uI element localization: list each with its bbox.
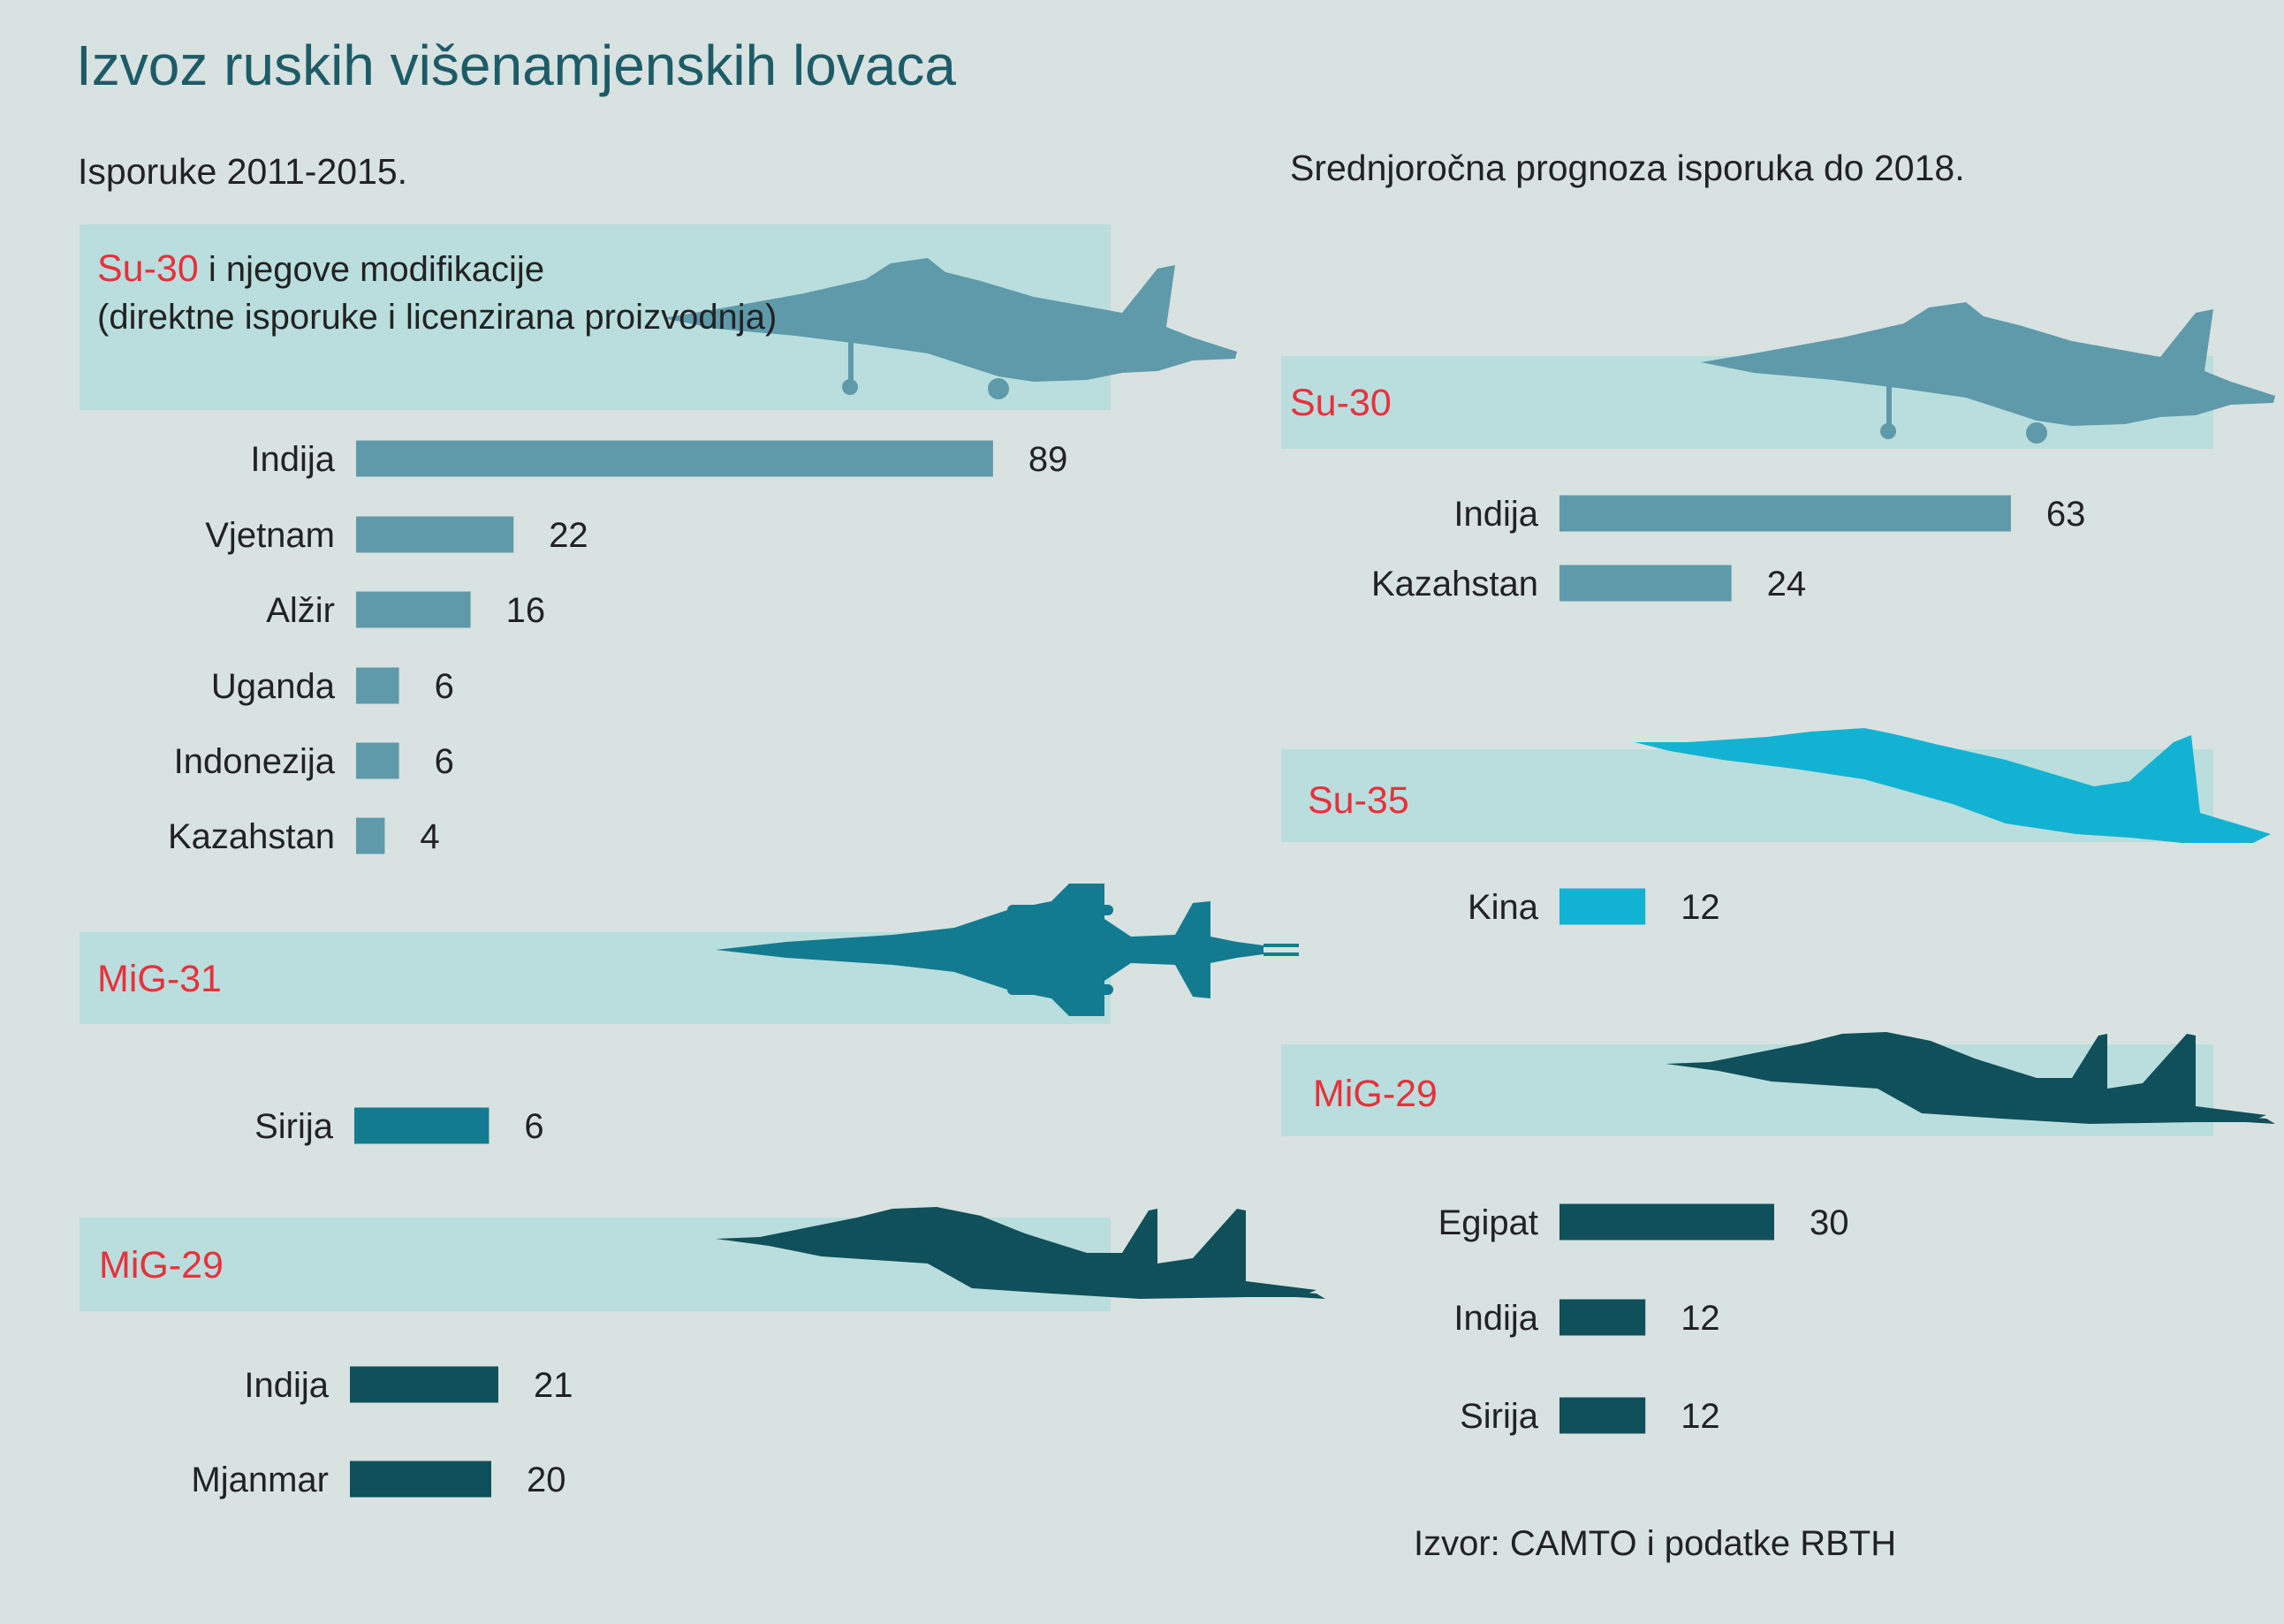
bar xyxy=(356,440,993,477)
value-label: 16 xyxy=(506,591,546,630)
left-subtitle: Isporuke 2011-2015. xyxy=(78,151,407,192)
bar xyxy=(356,516,514,553)
bar xyxy=(1559,888,1646,925)
section-desc-line1: i njegove modifikacije xyxy=(199,250,544,289)
section-label-su35: Su-35 xyxy=(1308,779,1409,822)
category-label: Kina xyxy=(1468,888,1539,927)
bar xyxy=(356,591,471,628)
category-label: Indija xyxy=(1453,1299,1538,1338)
category-label: Indija xyxy=(1453,495,1538,534)
category-label: Mjanmar xyxy=(191,1461,329,1499)
bar xyxy=(356,742,399,779)
bar xyxy=(356,667,399,704)
value-label: 6 xyxy=(524,1107,543,1146)
section-label: Su-30 i njegove modifikacije xyxy=(97,247,544,290)
value-label: 4 xyxy=(420,817,439,856)
section-label-mig29-forecast: MiG-29 xyxy=(1313,1073,1438,1115)
page-title: Izvoz ruskih višenamjenskih lovaca xyxy=(76,34,956,97)
bar xyxy=(1559,565,1732,602)
bar-groups: Indija 89 Vjetnam 22 Alžir 16 Uganda 6 Indonezij… xyxy=(168,440,2085,1499)
category-label: Egipat xyxy=(1438,1203,1538,1242)
value-label: 20 xyxy=(527,1461,566,1499)
category-label: Indija xyxy=(250,440,335,479)
category-label: Kazahstan xyxy=(168,817,335,856)
source-note: Izvor: CAMTO i podatke RBTH xyxy=(1414,1524,1896,1563)
section-label-mig29: MiG-29 xyxy=(99,1244,224,1286)
value-label: 30 xyxy=(1810,1203,1849,1242)
value-label: 21 xyxy=(534,1366,573,1405)
category-label: Indija xyxy=(244,1366,329,1405)
value-label: 12 xyxy=(1681,888,1720,927)
category-label: Indonezija xyxy=(174,742,336,781)
category-label: Sirija xyxy=(254,1107,334,1146)
value-label: 6 xyxy=(435,742,454,781)
section-label-su30: Su-30 xyxy=(97,247,199,290)
value-label: 12 xyxy=(1681,1299,1720,1338)
value-label: 63 xyxy=(2046,495,2086,534)
section-label-mig31: MiG-31 xyxy=(97,958,222,1000)
bar xyxy=(356,817,385,854)
category-label: Uganda xyxy=(211,667,336,706)
section-label-su30-forecast: Su-30 xyxy=(1290,382,1392,424)
value-label: 89 xyxy=(1028,440,1068,479)
bar xyxy=(354,1107,489,1144)
bar xyxy=(1559,1397,1646,1434)
value-label: 12 xyxy=(1681,1397,1720,1436)
bar xyxy=(1559,1299,1646,1336)
bar xyxy=(350,1461,491,1498)
bar xyxy=(1559,495,2011,532)
bar xyxy=(1559,1203,1774,1241)
category-label: Sirija xyxy=(1460,1397,1539,1436)
value-label: 6 xyxy=(435,667,454,706)
bar xyxy=(350,1366,498,1403)
value-label: 22 xyxy=(549,516,588,555)
section-desc-line2: (direktne isporuke i licenzirana proizvo… xyxy=(97,298,777,337)
value-label: 24 xyxy=(1767,565,1807,603)
category-label: Alžir xyxy=(266,591,335,630)
category-label: Vjetnam xyxy=(205,516,335,555)
right-subtitle: Srednjoročna prognoza isporuka do 2018. xyxy=(1290,148,1965,188)
category-label: Kazahstan xyxy=(1371,565,1538,603)
